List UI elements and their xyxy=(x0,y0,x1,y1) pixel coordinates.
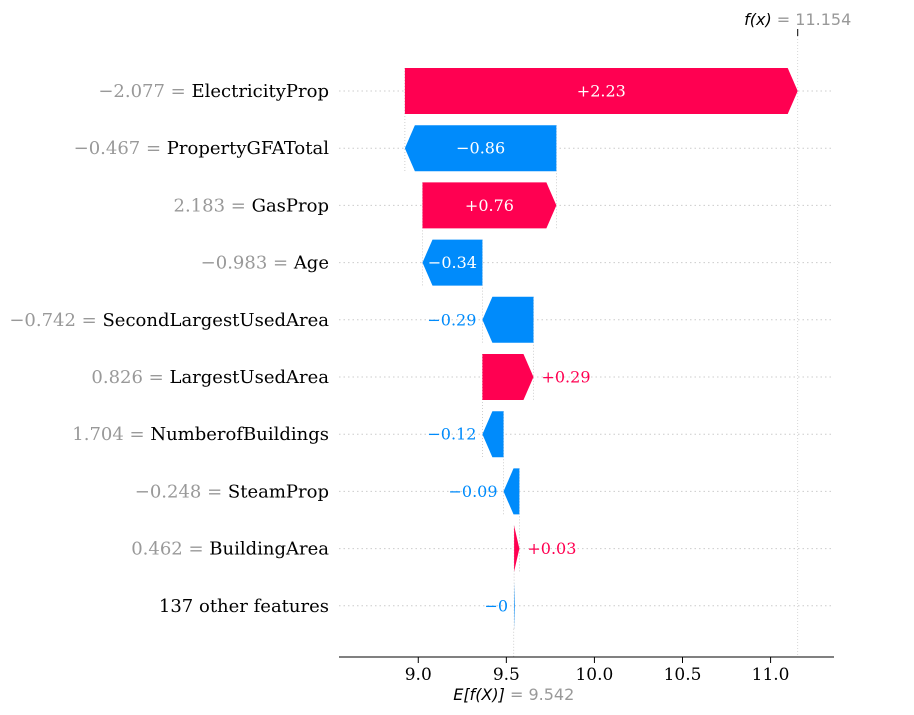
final-value-label: f(x) = 11.154 xyxy=(744,10,851,29)
contribution-bars: +2.23 −0.86 +0.76 −0.34 −0.29 +0.29 −0.12 −0.09… xyxy=(404,68,798,629)
feature-labels: −2.077 = ElectricityProp −0.467 = Propert… xyxy=(9,81,329,617)
bar-value-label: +0.03 xyxy=(527,539,576,558)
contribution-bar-4 xyxy=(422,239,483,286)
feature-label: 0.826 = LargestUsedArea xyxy=(91,367,329,388)
feature-value: 0.462 = xyxy=(131,539,209,560)
feature-value: −0.467 = xyxy=(74,138,167,159)
contribution-bar-10 xyxy=(514,582,515,629)
row-gridlines xyxy=(339,90,834,607)
feature-name: SecondLargestUsedArea xyxy=(102,310,329,331)
bar-value-label: −0.12 xyxy=(427,425,476,444)
x-tick-label: 9.5 xyxy=(493,665,520,685)
x-tick-label: 11.0 xyxy=(752,665,790,685)
contribution-bar-6 xyxy=(482,354,534,400)
feature-name: ElectricityProp xyxy=(191,81,329,102)
contribution-bar-3 xyxy=(422,182,557,229)
feature-name: SteamProp xyxy=(228,481,329,502)
feature-label: −0.983 = Age xyxy=(201,253,329,274)
feature-value: 2.183 = xyxy=(174,195,252,216)
feature-label: −2.077 = ElectricityProp xyxy=(98,81,329,102)
bar-value-label: −0.86 xyxy=(456,139,505,158)
feature-label: −0.248 = SteamProp xyxy=(135,481,329,502)
feature-label: 1.704 = NumberofBuildings xyxy=(72,424,329,445)
bar-value-label: +2.23 xyxy=(577,82,626,101)
feature-label: −0.467 = PropertyGFATotal xyxy=(74,138,330,159)
contribution-bar-1 xyxy=(404,68,798,114)
feature-value: −0.742 = xyxy=(9,310,102,331)
bar-value-label: +0.76 xyxy=(465,196,514,215)
feature-value: −0.248 = xyxy=(135,481,228,502)
contribution-bar-8 xyxy=(503,468,520,515)
x-axis: 9.0 9.5 10.0 10.5 11.0 E[f(X)] = 9.542 xyxy=(339,656,834,704)
x-tick-label: 9.0 xyxy=(405,665,432,685)
feature-value: 1.704 = xyxy=(72,424,150,445)
bar-value-label: −0.34 xyxy=(428,253,477,272)
contribution-bar-9 xyxy=(514,525,520,572)
feature-name: 137 other features xyxy=(159,596,329,617)
final-value-marker: f(x) = 11.154 xyxy=(744,10,851,657)
feature-label: −0.742 = SecondLargestUsedArea xyxy=(9,310,329,331)
x-tick-label: 10.5 xyxy=(664,665,702,685)
feature-name: Age xyxy=(293,253,329,274)
bar-value-label: −0 xyxy=(485,596,509,615)
bar-value-label: −0.29 xyxy=(427,310,476,329)
feature-value: −0.983 = xyxy=(201,253,294,274)
final-value-number: = 11.154 xyxy=(777,10,851,29)
feature-label: 0.462 = BuildingArea xyxy=(131,539,329,560)
contribution-bar-7 xyxy=(482,411,504,458)
bar-value-label: −0.09 xyxy=(448,482,497,501)
feature-label: 2.183 = GasProp xyxy=(174,195,330,216)
feature-name: PropertyGFATotal xyxy=(167,138,329,159)
x-tick-label: 10.0 xyxy=(575,665,613,685)
contribution-bar-5 xyxy=(482,296,534,343)
final-value-symbol: f(x) xyxy=(744,10,777,29)
feature-name: BuildingArea xyxy=(209,539,329,560)
feature-label: 137 other features xyxy=(159,596,329,617)
connector-lines xyxy=(404,68,557,657)
contribution-bar-2 xyxy=(404,125,557,172)
feature-value: −2.077 = xyxy=(98,81,191,102)
feature-value: 0.826 = xyxy=(91,367,169,388)
base-value-symbol: E[f(X)] xyxy=(453,685,510,704)
bar-value-label: +0.29 xyxy=(541,368,590,387)
feature-name: LargestUsedArea xyxy=(169,367,329,388)
feature-name: NumberofBuildings xyxy=(150,424,329,445)
base-value-number: = 9.542 xyxy=(510,685,574,704)
base-value-label: E[f(X)] = 9.542 xyxy=(453,685,574,704)
feature-name: GasProp xyxy=(252,195,329,216)
